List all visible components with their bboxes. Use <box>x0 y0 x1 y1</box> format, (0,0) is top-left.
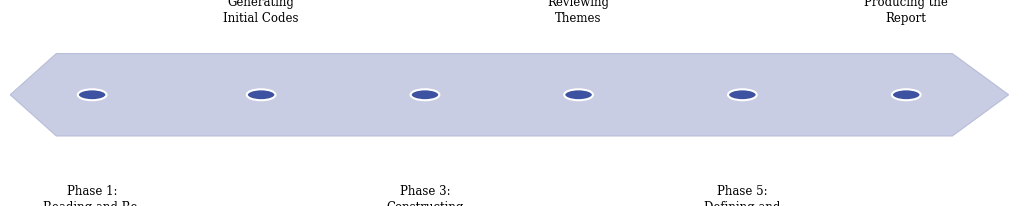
Text: Phase 2:
Generating
Initial Codes: Phase 2: Generating Initial Codes <box>223 0 299 25</box>
Text: Phase 1:
Reading and Re-
reading the data: Phase 1: Reading and Re- reading the dat… <box>43 185 141 206</box>
Ellipse shape <box>892 89 921 100</box>
Ellipse shape <box>78 89 106 100</box>
Ellipse shape <box>728 89 757 100</box>
Text: Phase 4:
Reviewing
Themes: Phase 4: Reviewing Themes <box>548 0 609 25</box>
Ellipse shape <box>411 89 439 100</box>
Ellipse shape <box>564 89 593 100</box>
Text: Phase 3:
Constructing
themes: Phase 3: Constructing themes <box>386 185 464 206</box>
Text: Phase 5:
Defining and
Naming themes: Phase 5: Defining and Naming themes <box>695 185 790 206</box>
Text: Phase 6:
Producing the
Report: Phase 6: Producing the Report <box>864 0 948 25</box>
Polygon shape <box>10 54 1009 136</box>
Ellipse shape <box>247 89 275 100</box>
